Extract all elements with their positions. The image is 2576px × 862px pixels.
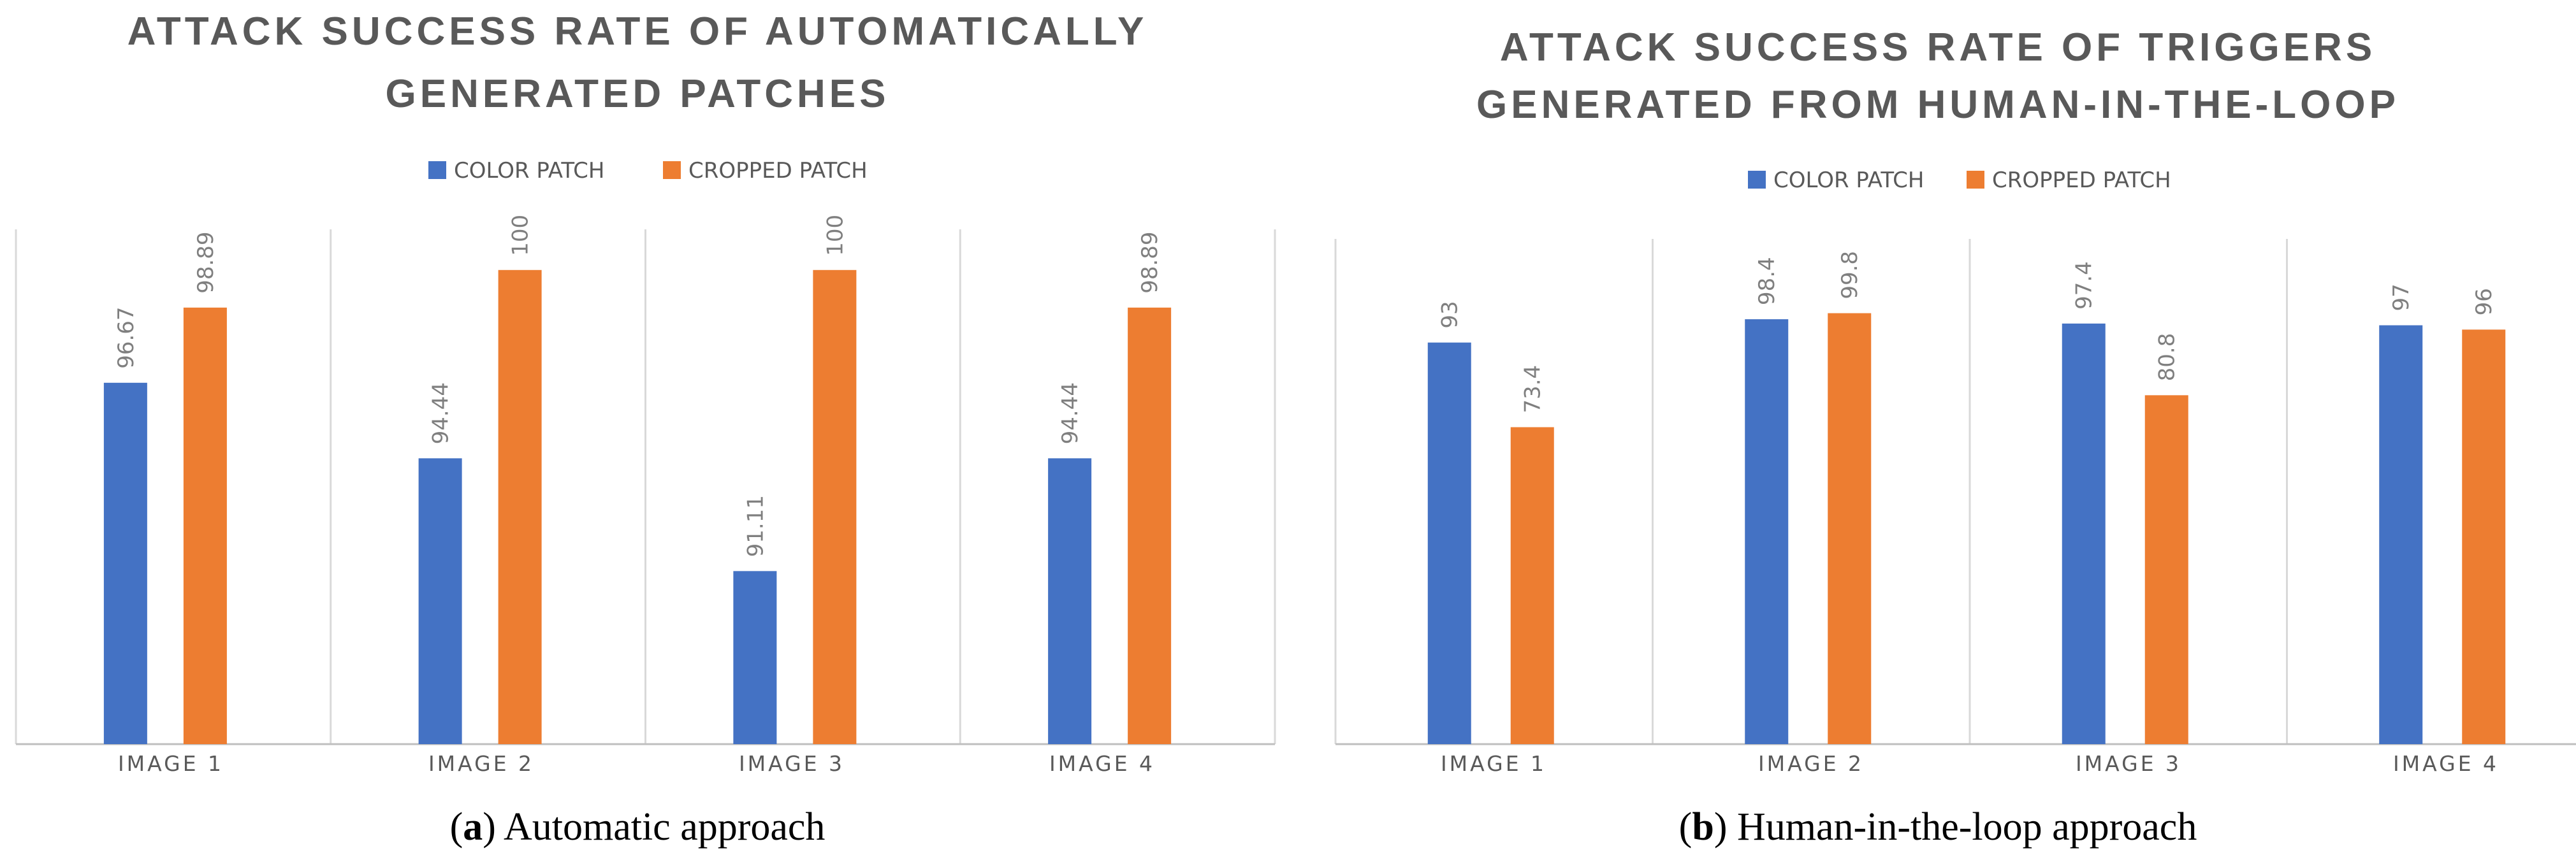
chart-b-legend-cropped-swatch [1967,171,1984,189]
value-label-color-patch-4: 97 [2389,284,2414,311]
value-label-color-patch-2: 94.44 [428,382,454,444]
chart-b-tick-image-1: IMAGE 1 [1441,751,1546,776]
value-label-color-patch-3: 91.11 [743,495,768,557]
chart-a-title-line-2: GENERATED PATCHES [386,72,890,116]
value-label-cropped-patch-2: 99.8 [1837,251,1863,299]
bar-color-patch-2 [418,458,462,744]
value-label-color-patch-3: 97.4 [2072,261,2097,310]
chart-b: ATTACK SUCCESS RATE OF TRIGGERS GENERATE… [1334,25,2576,849]
chart-a-tick-image-2: IMAGE 2 [428,751,534,776]
bar-color-patch-3 [733,571,777,744]
chart-b-legend-color-label: COLOR PATCH [1773,168,1924,193]
chart-a-title-line-1: ATTACK SUCCESS RATE OF AUTOMATICALLY [127,10,1148,54]
chart-b-tick-image-4: IMAGE 4 [2393,751,2499,776]
value-label-cropped-patch-3: 80.8 [2155,333,2180,382]
bar-cropped-patch-4 [1128,307,1172,744]
chart-a-legend-color-swatch [428,161,446,179]
value-label-color-patch-1: 96.67 [113,306,139,368]
bar-color-patch-4 [1048,458,1092,744]
value-label-cropped-patch-3: 100 [822,215,848,256]
bar-cropped-patch-2 [498,269,542,745]
bar-color-patch-2 [1745,319,1789,745]
chart-b-legend-color-swatch [1748,171,1766,189]
chart-b-caption-label: b [1692,805,1714,849]
value-label-cropped-patch-4: 96 [2471,288,2497,315]
value-label-cropped-patch-2: 100 [508,215,534,256]
value-label-cropped-patch-4: 98.89 [1137,231,1163,293]
chart-a: ATTACK SUCCESS RATE OF AUTOMATICALLY GEN… [15,10,1276,849]
value-label-cropped-patch-1: 98.89 [193,231,219,293]
bar-cropped-patch-3 [813,269,857,745]
value-label-color-patch-4: 94.44 [1058,382,1083,444]
chart-a-tick-image-1: IMAGE 1 [118,751,224,776]
chart-b-legend-cropped-label: CROPPED PATCH [1992,168,2171,193]
bar-color-patch-3 [2062,323,2106,744]
chart-a-bars [103,269,1172,745]
bar-cropped-patch-1 [183,307,227,744]
chart-b-bars [1427,313,2506,745]
value-label-color-patch-2: 98.4 [1754,257,1780,305]
chart-b-tick-image-3: IMAGE 3 [2076,751,2181,776]
chart-a-value-labels: 96.67 94.44 91.11 94.44 98.89 100 100 98.89 [113,215,1163,557]
chart-a-caption: (a) Automatic approach [450,805,826,849]
value-label-cropped-patch-1: 73.4 [1520,365,1546,413]
bar-cropped-patch-1 [1510,427,1554,744]
chart-a-legend-cropped-swatch [663,161,681,179]
chart-a-legend-cropped-label: CROPPED PATCH [688,158,868,183]
chart-a-tick-image-4: IMAGE 4 [1049,751,1155,776]
chart-a-legend-color-label: COLOR PATCH [454,158,604,183]
chart-b-caption-text: Human-in-the-loop approach [1727,805,2197,849]
chart-b-tick-image-2: IMAGE 2 [1758,751,1864,776]
chart-b-title-line-1: ATTACK SUCCESS RATE OF TRIGGERS [1500,25,2376,69]
bar-color-patch-1 [103,382,147,744]
bar-color-patch-1 [1427,342,1471,744]
chart-a-caption-label: a [463,805,483,849]
chart-b-title-line-2: GENERATED FROM HUMAN-IN-THE-LOOP [1476,83,2399,127]
bar-cropped-patch-4 [2462,329,2506,744]
bar-color-patch-4 [2379,325,2423,744]
chart-b-caption: (b) Human-in-the-loop approach [1679,805,2197,849]
chart-b-value-labels: 93 98.4 97.4 97 73.4 99.8 80.8 96 [1437,251,2498,413]
bar-cropped-patch-2 [1828,313,1872,745]
chart-a-tick-image-3: IMAGE 3 [739,751,845,776]
chart-a-caption-text: Automatic approach [496,805,826,849]
value-label-color-patch-1: 93 [1437,301,1463,328]
bar-cropped-patch-3 [2144,395,2188,744]
